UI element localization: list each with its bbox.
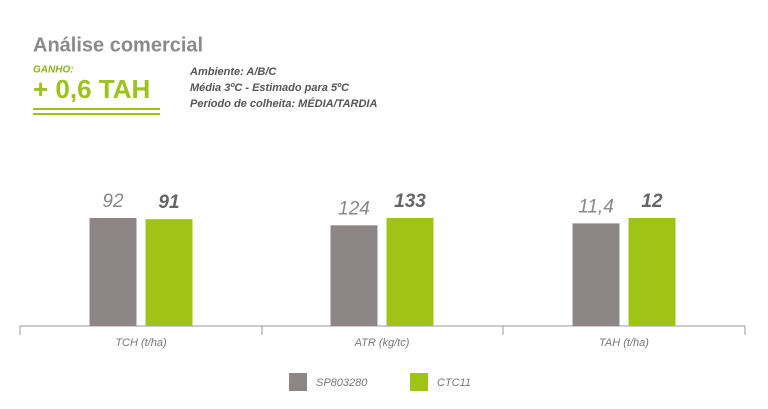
- value-label: 11,4: [578, 196, 614, 217]
- value-label: 133: [394, 191, 426, 212]
- value-label: 124: [338, 198, 370, 219]
- bar: [330, 225, 378, 326]
- legend-swatch: [289, 373, 307, 391]
- note: Média 3ºC - Estimado para 5ºC: [190, 82, 350, 94]
- bar: [628, 218, 676, 326]
- legend-label: CTC11: [437, 377, 471, 389]
- value-label: 92: [102, 191, 124, 212]
- bar: [89, 218, 137, 326]
- gain: + 0,6 TAH: [33, 74, 150, 104]
- note: Período de colheita: MÉDIA/TARDIA: [190, 97, 377, 110]
- x-tick-label: ATR (kg/tc): [354, 337, 410, 349]
- gain-label: GANHO:: [33, 65, 74, 76]
- bar: [145, 219, 193, 326]
- value-label: 91: [158, 192, 179, 213]
- bar: [572, 223, 620, 326]
- x-tick-label: TAH (t/ha): [599, 337, 649, 349]
- x-tick-label: TCH (t/ha): [115, 337, 167, 349]
- note: Ambiente: A/B/C: [189, 66, 277, 78]
- title: Análise comercial: [33, 34, 203, 56]
- bar: [386, 218, 434, 326]
- value-label: 12: [641, 191, 663, 212]
- legend-swatch: [410, 373, 428, 391]
- legend-label: SP803280: [316, 377, 368, 389]
